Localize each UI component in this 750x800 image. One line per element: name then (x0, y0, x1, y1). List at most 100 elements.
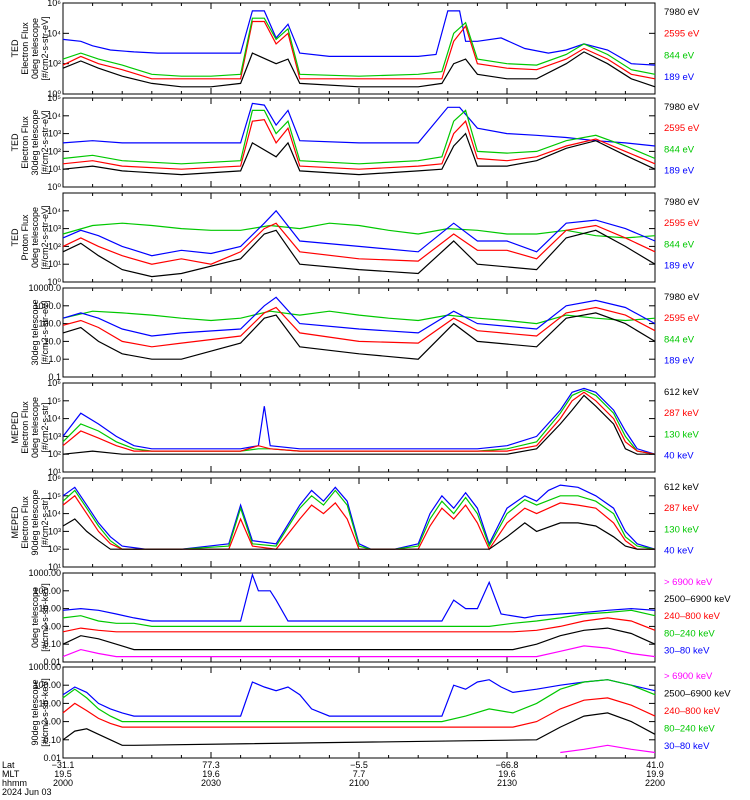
x-tick-label-lat: −31.1 (52, 760, 75, 770)
x-tick-label-mlt: 19.6 (498, 769, 516, 779)
legend-entry: 130 keV (664, 524, 700, 535)
y-tick-label: 10.0 (43, 336, 61, 346)
y-tick-label: 10² (48, 59, 61, 69)
y-tick-label: 10⁰ (47, 182, 61, 192)
series-line-blue (62, 209, 656, 257)
y-axis-label: 0deg telescope (30, 587, 40, 648)
y-tick-label: 0.1 (48, 372, 61, 382)
legend-entry: 844 eV (664, 334, 695, 345)
y-tick-label: 10⁶ (47, 473, 61, 483)
plot-frame (62, 382, 656, 473)
legend-entry: 30–80 keV (664, 741, 710, 752)
series-line-green (62, 17, 656, 77)
legend-entry: > 6900 keV (664, 671, 713, 682)
series-line-blue (62, 296, 656, 337)
x-tick-label-lat: 77.3 (202, 760, 220, 770)
y-axis-label: [#/cm2-s-str] (40, 402, 50, 452)
y-axis-label: Proton Flux (20, 214, 30, 261)
y-axis-label: TED (10, 133, 20, 152)
series-line-black (62, 51, 656, 88)
y-tick-label: 10² (48, 241, 61, 251)
series-line-green (62, 679, 656, 723)
y-tick-label: 10³ (48, 224, 61, 234)
x-tick-label-mlt: 19.6 (202, 769, 220, 779)
y-axis-label: 30deg telescope (30, 299, 40, 365)
legend-entry: 287 keV (664, 408, 700, 419)
y-axis-label: Electron Flux (20, 496, 30, 549)
plot-frame (62, 287, 656, 378)
y-tick-label: 10³ (48, 526, 61, 536)
x-tick-label-hhmm: 2030 (201, 778, 221, 788)
y-tick-label: 10¹ (48, 562, 61, 572)
y-tick-label: 10¹ (48, 259, 61, 269)
y-axis-label: [#/cm2-s-str-eV] (40, 16, 50, 80)
legend-entry: 189 eV (664, 72, 695, 83)
legend-entry: 80–240 keV (664, 724, 715, 735)
series-line-blue (62, 484, 656, 550)
legend-entry: 240–800 keV (664, 611, 721, 622)
y-tick-label: 10.00 (38, 698, 61, 708)
series-line-green (62, 609, 656, 628)
x-row-label: Lat (2, 760, 15, 770)
y-tick-label: 10³ (48, 129, 61, 139)
legend-entry: 2595 eV (664, 218, 700, 229)
legend-entry: 2595 eV (664, 123, 700, 134)
legend-entry: 287 keV (664, 503, 700, 514)
y-tick-label: 10⁵ (47, 93, 61, 103)
y-axis-label: 0deg telescope (30, 397, 40, 458)
y-axis-label: 0deg telescope (30, 207, 40, 268)
y-tick-label: 10⁴ (47, 509, 61, 519)
y-tick-label: 10² (48, 449, 61, 459)
legend-entry: 189 eV (664, 261, 695, 272)
x-tick-label-lat: −66.8 (496, 760, 519, 770)
y-tick-label: 100.0 (38, 319, 61, 329)
legend-entry: 189 eV (664, 356, 695, 367)
y-axis-label: [#/cm2-s-str] (40, 497, 50, 547)
y-tick-label: 10⁶ (47, 0, 61, 8)
y-tick-label: 10² (48, 544, 61, 554)
legend-entry: 2595 eV (664, 29, 700, 40)
series-line-red (62, 306, 656, 348)
x-tick-label-hhmm: 2130 (497, 778, 517, 788)
y-axis-label: [#/cm2-s-str-keV] (40, 678, 50, 747)
y-tick-label: 10.00 (38, 604, 61, 614)
legend-entry: 612 keV (664, 482, 700, 493)
y-tick-label: 10⁵ (47, 491, 61, 501)
y-tick-label: 10³ (48, 431, 61, 441)
series-line-black (62, 132, 656, 176)
y-tick-label: 0.10 (43, 639, 61, 649)
panel-4: 0.1 1.0 10.0 100.0 1000.0 10000.0 30deg telesc… (28, 283, 700, 382)
panel-7: 0.01 0.10 1.00 10.00 100.00 1000.00 0deg teles… (28, 568, 731, 667)
legend-entry: 844 eV (664, 50, 695, 61)
x-row-label: 2024 Jun 03 (2, 787, 52, 797)
legend-entry: 612 keV (664, 387, 700, 398)
y-tick-label: 100.00 (33, 680, 61, 690)
y-tick-label: 0.10 (43, 735, 61, 745)
y-tick-label: 1000.00 (28, 568, 61, 578)
y-tick-label: 0.01 (43, 657, 61, 667)
x-tick-label-mlt: 7.7 (353, 769, 366, 779)
y-tick-label: 10¹ (48, 467, 61, 477)
y-tick-label: 100.00 (33, 586, 61, 596)
series-line-black (62, 712, 656, 746)
series-line-blue (62, 387, 656, 455)
series-line-red (62, 20, 656, 80)
series-line-red (62, 222, 656, 265)
y-axis-label: Electron Flux (20, 116, 30, 169)
legend-entry: 2500–6900 keV (664, 594, 731, 605)
legend-entry: 80–240 keV (664, 628, 715, 639)
legend-entry: 130 keV (664, 429, 700, 440)
legend-entry: > 6900 keV (664, 577, 713, 588)
series-line-red (62, 391, 656, 455)
y-tick-label: 10⁴ (47, 414, 61, 424)
y-axis-label: MEPED (10, 411, 20, 444)
series-line-green (62, 389, 656, 455)
legend-entry: 2595 eV (664, 313, 700, 324)
legend-entry: 40 keV (664, 546, 694, 557)
y-tick-label: 0.01 (43, 753, 61, 763)
legend-entry: 7980 eV (664, 7, 700, 18)
y-axis-label: 0deg telescope (30, 18, 40, 79)
panel-5: 10¹ 10² 10³ 10⁴ 10⁵ 10⁶ MEPED Electron Flux 0deg… (10, 378, 700, 477)
series-line-blue (62, 10, 656, 66)
y-tick-label: 10⁴ (47, 111, 61, 121)
